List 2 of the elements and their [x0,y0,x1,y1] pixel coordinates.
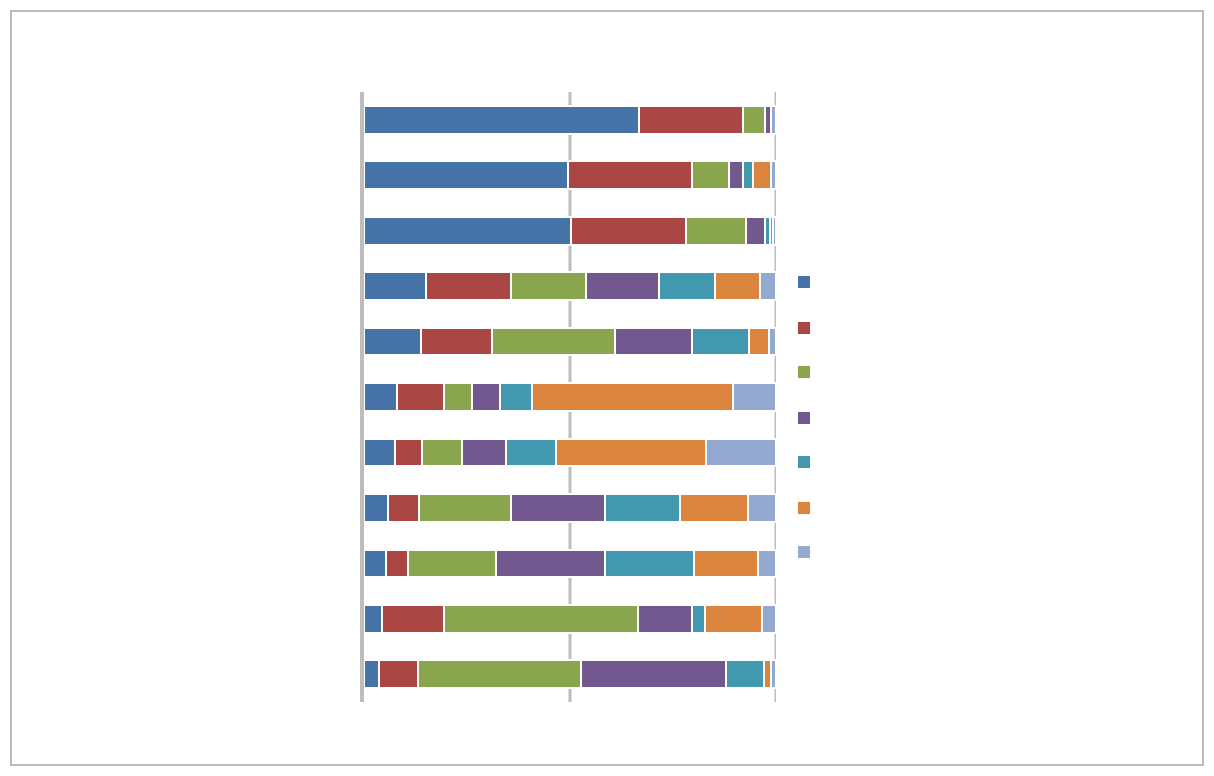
bar [770,659,776,690]
bar [770,104,776,135]
